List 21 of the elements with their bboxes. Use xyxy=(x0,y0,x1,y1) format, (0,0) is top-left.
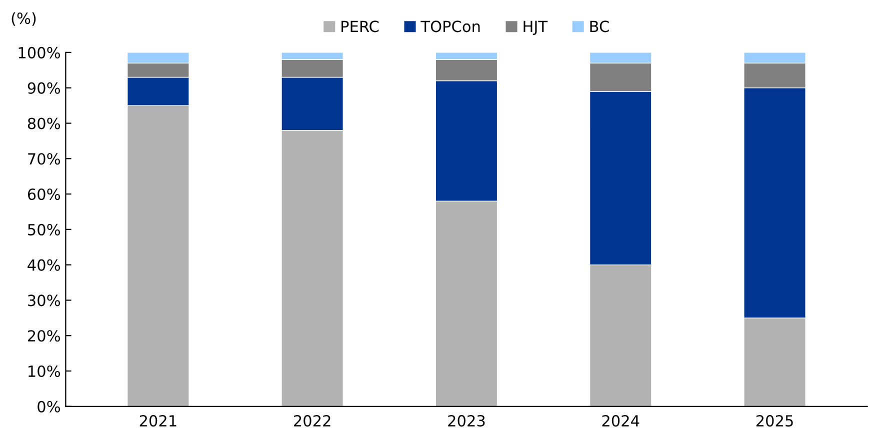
y-tick-label: 100% xyxy=(18,46,60,58)
x-tick-label: 2024 xyxy=(602,415,640,427)
legend-label: BC xyxy=(590,20,609,32)
y-axis-title: (%) xyxy=(12,12,36,26)
y-tick-label: 10% xyxy=(28,365,60,378)
x-tick-label: 2021 xyxy=(140,415,176,427)
y-tick-label: 70% xyxy=(28,153,60,165)
y-tick-label: 60% xyxy=(28,188,60,200)
y-tick-label: 0% xyxy=(38,400,60,412)
y-tick-label: 80% xyxy=(28,118,60,130)
legend-label: HJT xyxy=(524,20,548,36)
y-tick-label: 20% xyxy=(28,330,60,342)
y-tick-label: 90% xyxy=(28,82,60,94)
x-tick-label: 2022 xyxy=(294,415,330,427)
legend-label: TOPCon xyxy=(420,20,480,32)
y-tick-label: 50% xyxy=(28,224,60,236)
y-tick-label: 40% xyxy=(28,259,60,271)
legend-label: PERC xyxy=(342,20,379,32)
x-tick-label: 2025 xyxy=(756,415,793,427)
x-tick-label: 2023 xyxy=(448,415,485,427)
y-tick-label: 30% xyxy=(28,294,60,306)
